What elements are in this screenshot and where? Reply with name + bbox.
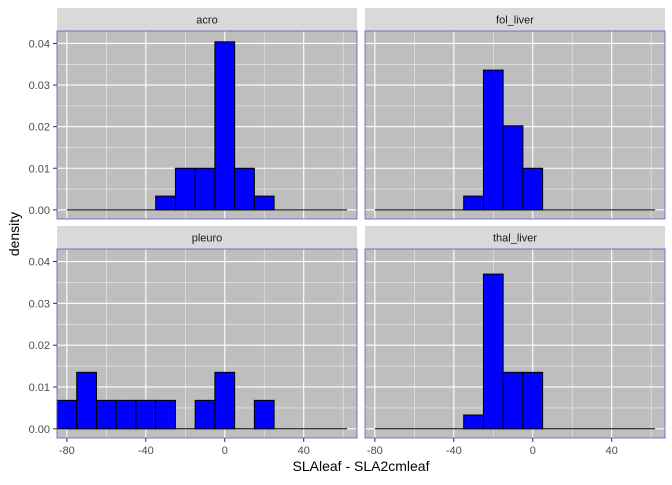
histogram-bar-acro: [234, 167, 255, 211]
y-tick-label: 0.04: [29, 257, 50, 269]
y-tick-label: 0.00: [29, 205, 50, 217]
facet-strip-fol_liver: [365, 8, 665, 31]
histogram-bar-pleuro: [155, 399, 176, 430]
x-tick-label: -80: [59, 445, 75, 457]
histogram-bar-thal_liver: [502, 371, 524, 430]
x-tick-label: -80: [367, 445, 383, 457]
facet-strip-thal_liver: [365, 226, 665, 249]
y-tick-label: 0.04: [29, 38, 50, 50]
histogram-bar-pleuro: [56, 399, 78, 430]
y-tick-label: 0.01: [29, 163, 50, 175]
y-tick-label: 0.02: [29, 122, 50, 134]
histogram-bar-pleuro: [253, 399, 275, 430]
facet-label-thal_liver: thal_liver: [493, 233, 537, 245]
panel-border-fol_liver: [364, 30, 666, 220]
histogram-bar-pleuro: [194, 399, 216, 430]
facet-label-fol_liver: fol_liver: [496, 15, 534, 27]
histogram-bar-fol_liver: [482, 69, 504, 211]
facet-label-pleuro: pleuro: [192, 233, 223, 245]
facet-label-acro: acro: [196, 15, 217, 27]
x-tick-label: 40: [298, 445, 310, 457]
x-axis-title: SLAleaf - SLA2cmleaf: [293, 458, 430, 474]
histogram-bar-fol_liver: [502, 125, 524, 211]
histogram-bar-pleuro: [135, 399, 157, 430]
histogram-bar-fol_liver: [522, 167, 544, 211]
histogram-bar-acro: [155, 195, 176, 211]
histogram-bar-acro: [174, 167, 196, 211]
x-tick-label: 0: [530, 445, 536, 457]
histogram-bar-acro: [214, 41, 236, 211]
panel-border-pleuro: [56, 248, 358, 439]
histogram-bar-thal_liver: [482, 273, 504, 430]
histogram-bar-pleuro: [76, 371, 97, 430]
x-tick-label: 40: [606, 445, 618, 457]
facet-strip-acro: [57, 8, 357, 31]
x-tick-label: -40: [138, 445, 154, 457]
x-tick-label: 0: [222, 445, 228, 457]
x-tick-label: -40: [446, 445, 462, 457]
y-tick-label: 0.03: [29, 80, 50, 92]
histogram-bar-thal_liver: [463, 414, 484, 430]
y-tick-label: 0.00: [29, 424, 50, 436]
histogram-bar-fol_liver: [463, 195, 484, 211]
y-tick-label: 0.01: [29, 382, 50, 394]
y-tick-label: 0.02: [29, 340, 50, 352]
histogram-bar-acro: [253, 195, 275, 211]
histogram-bar-pleuro: [95, 399, 117, 430]
histogram-bar-pleuro: [115, 399, 137, 430]
histogram-bar-pleuro: [214, 371, 236, 430]
panel-border-thal_liver: [364, 248, 666, 439]
y-tick-label: 0.03: [29, 298, 50, 310]
facet-strip-pleuro: [57, 226, 357, 249]
y-axis-title: density: [6, 212, 22, 256]
panel-border-acro: [56, 30, 358, 220]
histogram-bar-acro: [194, 167, 216, 211]
histogram-bar-thal_liver: [522, 371, 544, 430]
